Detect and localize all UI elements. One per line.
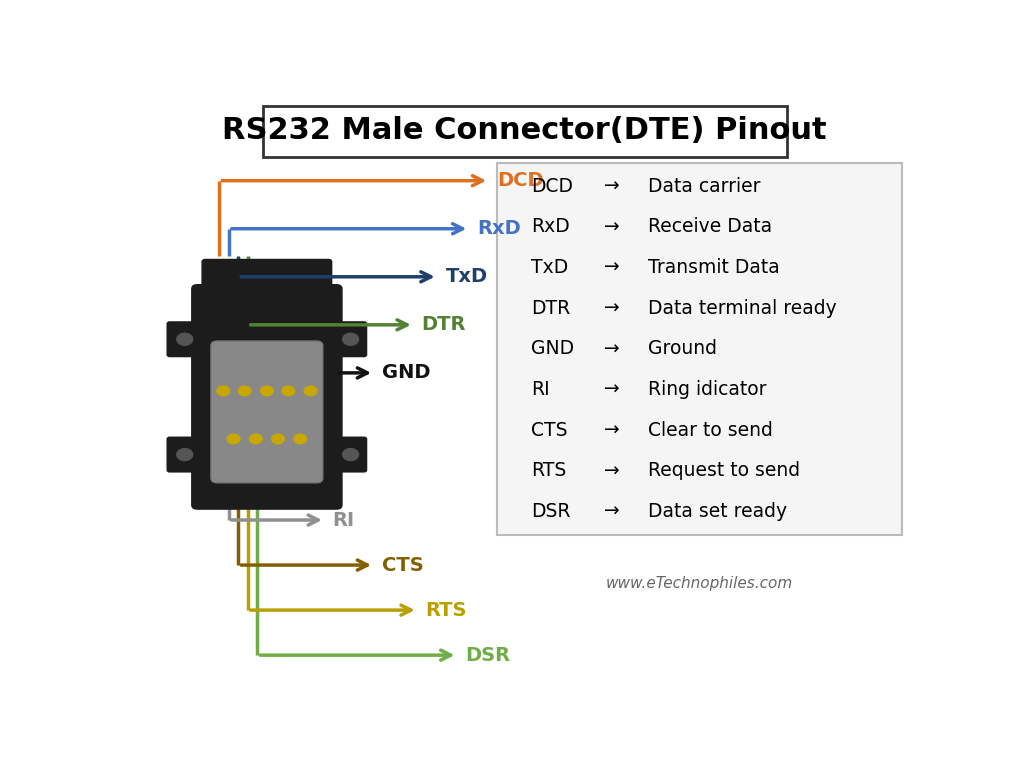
Circle shape — [217, 386, 229, 395]
Text: www.eTechnophiles.com: www.eTechnophiles.com — [606, 576, 793, 590]
FancyBboxPatch shape — [202, 259, 333, 298]
Circle shape — [227, 434, 240, 444]
Text: GND: GND — [531, 339, 574, 358]
Text: Ground: Ground — [648, 339, 717, 358]
FancyBboxPatch shape — [263, 105, 786, 157]
Text: →: → — [604, 462, 620, 480]
FancyBboxPatch shape — [167, 437, 205, 473]
Text: RxD: RxD — [531, 218, 570, 236]
Text: DSR: DSR — [465, 646, 510, 665]
FancyBboxPatch shape — [191, 284, 343, 510]
Text: RTS: RTS — [426, 601, 467, 619]
Text: Data carrier: Data carrier — [648, 176, 760, 196]
Circle shape — [239, 386, 251, 395]
Text: TxD: TxD — [531, 258, 568, 277]
FancyBboxPatch shape — [167, 321, 205, 357]
Text: RI: RI — [333, 511, 355, 530]
Text: →: → — [604, 339, 620, 358]
Circle shape — [282, 386, 295, 395]
Text: DCD: DCD — [531, 176, 573, 196]
FancyBboxPatch shape — [497, 163, 902, 535]
Text: TxD: TxD — [445, 268, 487, 286]
Text: CTS: CTS — [382, 555, 424, 575]
FancyBboxPatch shape — [329, 321, 368, 357]
Text: CTS: CTS — [531, 420, 567, 440]
Text: →: → — [604, 502, 620, 521]
Text: →: → — [604, 380, 620, 399]
Text: Data set ready: Data set ready — [648, 502, 786, 521]
Text: GND: GND — [382, 363, 430, 382]
Text: DSR: DSR — [531, 502, 570, 521]
Circle shape — [304, 386, 316, 395]
Text: →: → — [604, 176, 620, 196]
Circle shape — [177, 448, 193, 460]
Text: DTR: DTR — [422, 315, 466, 335]
Circle shape — [343, 448, 358, 460]
Circle shape — [294, 434, 306, 444]
Circle shape — [250, 434, 262, 444]
Text: Clear to send: Clear to send — [648, 420, 773, 440]
FancyBboxPatch shape — [211, 341, 323, 483]
Text: →: → — [604, 299, 620, 317]
Text: →: → — [604, 218, 620, 236]
Text: DCD: DCD — [497, 171, 544, 190]
Text: →: → — [604, 258, 620, 277]
Circle shape — [343, 333, 358, 346]
Text: Data terminal ready: Data terminal ready — [648, 299, 837, 317]
Text: →: → — [604, 420, 620, 440]
Text: Request to send: Request to send — [648, 462, 800, 480]
Text: Ring idicator: Ring idicator — [648, 380, 766, 399]
Text: Transmit Data: Transmit Data — [648, 258, 779, 277]
Circle shape — [271, 434, 285, 444]
Text: RxD: RxD — [477, 219, 521, 238]
Circle shape — [260, 386, 273, 395]
Text: Receive Data: Receive Data — [648, 218, 772, 236]
Text: RI: RI — [531, 380, 550, 399]
Text: RS232 Male Connector(DTE) Pinout: RS232 Male Connector(DTE) Pinout — [222, 116, 827, 145]
Text: DTR: DTR — [531, 299, 570, 317]
FancyBboxPatch shape — [329, 437, 368, 473]
Text: RTS: RTS — [531, 462, 566, 480]
Circle shape — [177, 333, 193, 346]
